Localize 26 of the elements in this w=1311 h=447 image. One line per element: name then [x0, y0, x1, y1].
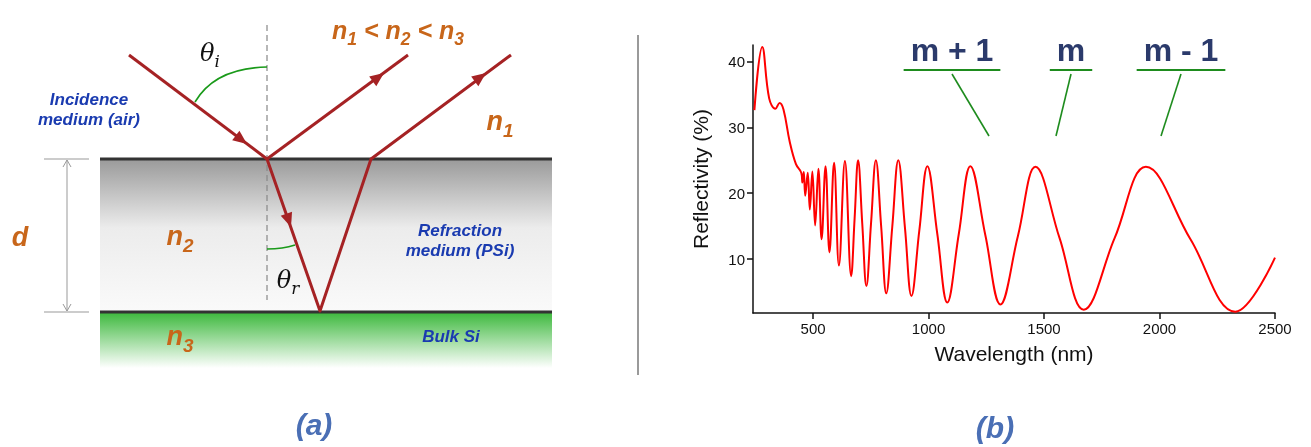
x-tick-label: 2500	[1258, 320, 1292, 337]
annotation: m	[1056, 32, 1086, 68]
text: θ$_{r}$	[275, 266, 301, 298]
x-tick-label: 2000	[1142, 320, 1177, 337]
x-tick-label: 1000	[911, 320, 946, 337]
annotation: m + 1	[910, 32, 994, 68]
text: n$_{2}$	[165, 221, 195, 257]
text: n$_{3}$	[165, 321, 195, 357]
text: d	[10, 221, 30, 253]
text: n$_{1}$ < n$_{2}$ < n$_{3}$	[331, 15, 465, 51]
text: Incidence medium (air)	[37, 90, 141, 130]
text: θ$_{i}$	[199, 39, 221, 71]
y-tick-label: 30	[728, 118, 745, 136]
x-tick-label: 1500	[1027, 320, 1061, 337]
y-axis-title: Reflectivity (%)	[689, 108, 712, 250]
text: Refraction medium (PSi)	[404, 221, 516, 261]
x-axis-title: Wavelength (nm)	[934, 342, 1094, 365]
text: n$_{1}$	[485, 106, 515, 142]
annotation: m - 1	[1143, 32, 1219, 68]
text: Bulk Si	[421, 327, 481, 347]
text: (a)	[294, 408, 334, 442]
y-tick-label: 20	[728, 184, 745, 202]
y-tick-label: 10	[728, 250, 745, 268]
text: (b)	[975, 410, 1015, 444]
y-tick-label: 40	[728, 52, 745, 70]
x-tick-label: 500	[800, 320, 826, 337]
